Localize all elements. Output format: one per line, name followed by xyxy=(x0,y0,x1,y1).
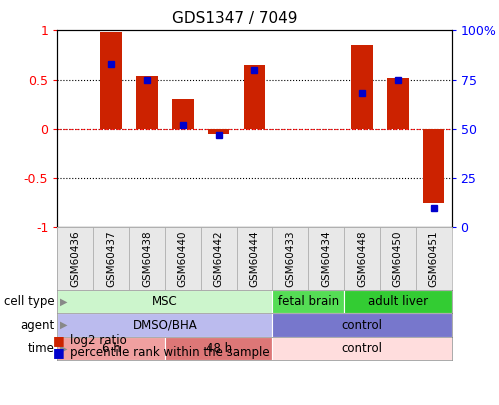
Bar xyxy=(165,337,272,360)
Bar xyxy=(57,313,272,337)
Bar xyxy=(93,227,129,290)
Text: GSM60437: GSM60437 xyxy=(106,230,116,287)
Bar xyxy=(57,227,93,290)
Text: ▶: ▶ xyxy=(60,320,67,330)
Bar xyxy=(136,76,158,129)
Text: GSM60440: GSM60440 xyxy=(178,230,188,287)
Bar xyxy=(351,45,373,129)
Bar xyxy=(344,290,452,313)
Text: 6 h: 6 h xyxy=(102,342,121,355)
Text: GSM60434: GSM60434 xyxy=(321,230,331,287)
Bar xyxy=(380,227,416,290)
Text: agent: agent xyxy=(20,319,55,332)
Text: GSM60451: GSM60451 xyxy=(429,230,439,287)
Text: ■: ■ xyxy=(52,334,64,347)
Text: GSM60438: GSM60438 xyxy=(142,230,152,287)
Text: GSM60442: GSM60442 xyxy=(214,230,224,287)
Bar xyxy=(272,337,452,360)
Text: log2 ratio: log2 ratio xyxy=(70,334,127,347)
Bar xyxy=(308,227,344,290)
Bar xyxy=(423,129,445,202)
Text: cell type: cell type xyxy=(4,295,55,308)
Bar xyxy=(272,227,308,290)
Text: ■: ■ xyxy=(52,346,64,359)
Text: control: control xyxy=(341,319,383,332)
Text: fetal brain: fetal brain xyxy=(277,295,339,308)
Bar xyxy=(57,337,165,360)
Bar xyxy=(129,227,165,290)
Text: control: control xyxy=(341,342,383,355)
Text: GSM60450: GSM60450 xyxy=(393,230,403,287)
Bar xyxy=(387,78,409,129)
Text: 48 h: 48 h xyxy=(206,342,232,355)
Bar xyxy=(208,129,230,134)
Text: GSM60444: GSM60444 xyxy=(250,230,259,287)
Text: adult liver: adult liver xyxy=(368,295,428,308)
Bar xyxy=(416,227,452,290)
Text: ▶: ▶ xyxy=(60,344,67,354)
Text: GSM60448: GSM60448 xyxy=(357,230,367,287)
Bar xyxy=(272,313,452,337)
Text: GSM60433: GSM60433 xyxy=(285,230,295,287)
Bar xyxy=(172,99,194,129)
Bar xyxy=(165,227,201,290)
Bar xyxy=(57,290,272,313)
Bar xyxy=(344,227,380,290)
Text: time: time xyxy=(28,342,55,355)
Text: GSM60436: GSM60436 xyxy=(70,230,80,287)
Text: ▶: ▶ xyxy=(60,297,67,307)
Bar xyxy=(100,32,122,129)
Bar xyxy=(244,65,265,129)
Bar xyxy=(237,227,272,290)
Text: MSC: MSC xyxy=(152,295,178,308)
Text: DMSO/BHA: DMSO/BHA xyxy=(133,319,197,332)
Bar xyxy=(201,227,237,290)
Text: percentile rank within the sample: percentile rank within the sample xyxy=(70,346,269,359)
Title: GDS1347 / 7049: GDS1347 / 7049 xyxy=(172,11,297,26)
Bar xyxy=(272,290,344,313)
